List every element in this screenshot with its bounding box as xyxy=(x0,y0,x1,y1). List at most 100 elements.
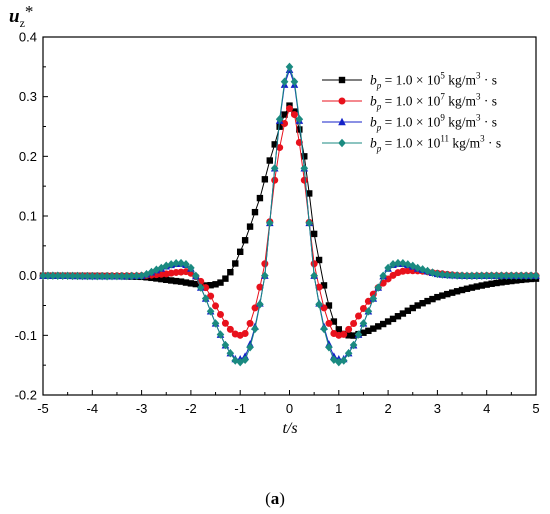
data-point xyxy=(226,325,234,333)
x-tick-label: -3 xyxy=(136,401,148,416)
data-point xyxy=(355,312,363,320)
data-point xyxy=(399,310,407,317)
data-point xyxy=(512,271,521,280)
data-point xyxy=(310,260,318,268)
x-axis-ticks: -5 -4 -3 -2 -1 0 1 2 3 4 5 xyxy=(37,390,540,416)
data-point xyxy=(338,76,346,84)
data-point xyxy=(315,256,323,264)
data-point xyxy=(310,230,318,238)
data-point xyxy=(315,283,323,291)
data-point xyxy=(39,271,47,280)
data-point xyxy=(424,297,431,305)
data-point xyxy=(58,271,67,280)
figure-caption: (a) xyxy=(265,489,285,508)
data-point xyxy=(127,271,136,281)
data-point xyxy=(448,289,456,296)
x-axis-title: t/s xyxy=(282,420,297,437)
y-axis-ticks: -0.2 -0.1 0.0 0.1 0.2 0.3 0.4 xyxy=(15,30,48,403)
data-point xyxy=(192,280,200,288)
data-point xyxy=(350,320,358,328)
data-point xyxy=(339,356,348,365)
data-point xyxy=(187,280,195,287)
y-axis-title-main: u xyxy=(9,6,20,27)
data-point xyxy=(338,117,346,126)
data-point xyxy=(306,190,313,197)
data-point xyxy=(458,271,466,280)
x-tick-label: 5 xyxy=(532,401,539,416)
data-point xyxy=(359,319,368,328)
data-point xyxy=(483,281,490,288)
data-point xyxy=(305,218,314,228)
data-point xyxy=(177,258,185,268)
x-tick-label: -1 xyxy=(234,401,246,416)
data-point xyxy=(246,343,254,352)
legend-label: bp = 1.0 × 107 kg/m3 · s xyxy=(370,92,497,112)
caption-letter: a xyxy=(271,489,280,508)
data-point xyxy=(503,278,510,285)
data-point xyxy=(172,277,180,285)
data-point xyxy=(488,280,495,287)
data-point xyxy=(384,275,392,283)
data-point xyxy=(448,271,456,280)
data-point xyxy=(276,144,284,152)
data-point xyxy=(261,176,269,183)
data-point xyxy=(251,324,259,334)
y-tick-label: -0.1 xyxy=(15,328,37,343)
data-point xyxy=(212,302,220,310)
data-point xyxy=(246,319,254,327)
data-point xyxy=(354,330,363,339)
data-point xyxy=(439,292,446,299)
data-point xyxy=(364,297,372,305)
data-point xyxy=(285,62,294,72)
data-point xyxy=(300,164,309,173)
data-point xyxy=(113,272,121,281)
x-tick-label: 2 xyxy=(384,401,391,416)
data-point xyxy=(232,260,239,267)
data-point xyxy=(507,271,516,280)
data-point xyxy=(177,278,185,285)
y-axis-title-sub: z xyxy=(20,16,25,30)
data-point xyxy=(404,307,412,314)
data-point xyxy=(68,271,77,281)
data-point xyxy=(78,271,87,281)
data-point xyxy=(379,271,387,281)
data-point xyxy=(221,340,230,350)
data-point xyxy=(270,164,279,173)
data-point xyxy=(310,271,318,280)
data-point xyxy=(192,271,200,281)
data-point xyxy=(335,326,342,333)
data-point xyxy=(158,275,165,283)
data-point xyxy=(360,329,367,336)
data-point xyxy=(256,194,264,202)
data-point xyxy=(359,304,367,312)
legend-entry: bp = 1.0 × 1011 kg/m3 · s xyxy=(322,134,501,154)
data-point xyxy=(338,97,346,105)
data-point xyxy=(241,329,249,337)
data-point xyxy=(498,279,505,286)
data-point xyxy=(379,320,387,328)
data-point xyxy=(290,77,299,86)
data-point xyxy=(237,248,244,255)
data-point xyxy=(216,330,225,339)
data-point xyxy=(163,276,170,284)
data-point xyxy=(349,340,358,350)
series-layer xyxy=(39,62,540,367)
data-point xyxy=(256,283,264,291)
data-point xyxy=(98,272,106,281)
data-point xyxy=(335,357,343,367)
y-tick-label: 0.3 xyxy=(19,89,37,104)
data-point xyxy=(478,282,485,289)
data-point xyxy=(63,271,72,281)
y-tick-label: 0.1 xyxy=(19,209,37,224)
data-point xyxy=(463,285,471,292)
caption-open: ( xyxy=(265,489,271,508)
data-point xyxy=(419,300,426,307)
data-point xyxy=(153,275,160,282)
data-point xyxy=(201,294,210,303)
data-point xyxy=(384,263,392,273)
data-point xyxy=(482,271,491,280)
data-point xyxy=(497,271,506,280)
data-point xyxy=(295,115,304,124)
data-point xyxy=(227,268,234,276)
data-point xyxy=(286,105,293,113)
